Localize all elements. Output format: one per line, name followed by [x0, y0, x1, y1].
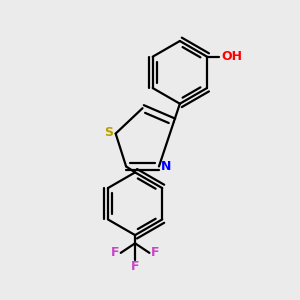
- Text: F: F: [151, 246, 159, 260]
- Text: F: F: [131, 260, 139, 273]
- Text: OH: OH: [221, 50, 242, 63]
- Text: S: S: [105, 126, 114, 139]
- Text: N: N: [161, 160, 172, 173]
- Text: F: F: [111, 246, 120, 260]
